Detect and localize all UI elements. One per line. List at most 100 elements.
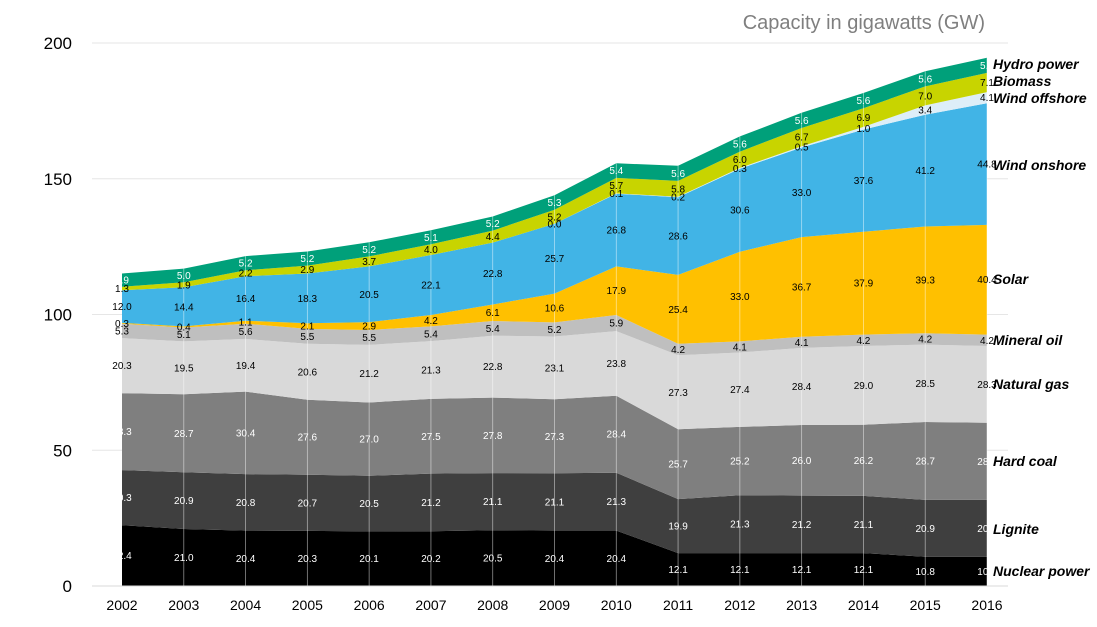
data-label: 5.9 <box>609 319 623 330</box>
data-label: 21.2 <box>359 369 379 380</box>
data-label: 4.2 <box>980 336 994 347</box>
data-label: 20.3 <box>298 554 318 565</box>
data-label: 3.7 <box>362 257 376 268</box>
data-label: 20.7 <box>298 498 318 509</box>
data-label: 33.0 <box>792 188 812 199</box>
data-label: 27.4 <box>730 385 750 396</box>
y-tick-label: 100 <box>44 306 72 325</box>
x-tick-label: 2011 <box>663 597 693 613</box>
x-tick-label: 2002 <box>106 597 137 613</box>
data-label: 5.2 <box>486 219 500 230</box>
area-wind-onshore <box>122 103 987 327</box>
data-label: 4.2 <box>671 345 685 356</box>
data-label: 16.4 <box>236 294 256 305</box>
data-label: 20.1 <box>359 554 379 565</box>
data-label: 21.0 <box>174 553 194 564</box>
data-label: 25.4 <box>668 305 688 316</box>
data-label: 28.4 <box>607 430 627 441</box>
data-label: 22.4 <box>112 551 132 562</box>
data-label: 37.9 <box>854 279 874 290</box>
x-tick-label: 2014 <box>848 597 879 613</box>
x-tick-label: 2007 <box>415 597 446 613</box>
data-label: 1.3 <box>115 284 129 295</box>
data-label: 5.6 <box>239 327 253 338</box>
y-tick-label: 200 <box>44 34 72 53</box>
x-tick-label: 2008 <box>477 597 508 613</box>
data-label: 0.2 <box>671 192 685 203</box>
data-label: 2.9 <box>362 322 376 333</box>
data-label: 20.6 <box>298 367 318 378</box>
data-label: 12.1 <box>854 565 874 576</box>
data-label: 22.8 <box>483 362 503 373</box>
data-label: 23.8 <box>607 359 627 370</box>
data-label: 20.4 <box>545 554 565 565</box>
data-label: 5.6 <box>671 169 685 180</box>
y-tick-label: 50 <box>53 441 72 460</box>
data-label: 0.5 <box>795 142 809 153</box>
data-label: 5.2 <box>300 254 314 265</box>
data-label: 37.6 <box>854 176 874 187</box>
data-label: 27.5 <box>421 432 441 443</box>
area-solar <box>122 224 987 344</box>
data-label: 30.4 <box>236 428 256 439</box>
data-label: 10.8 <box>977 567 997 578</box>
data-label: 1.1 <box>239 318 253 329</box>
data-label: 5.2 <box>362 245 376 256</box>
data-label: 17.9 <box>607 286 627 297</box>
data-label: 5.4 <box>486 324 500 335</box>
data-label: 20.4 <box>236 554 256 565</box>
data-label: 0.0 <box>548 219 562 230</box>
data-label: 0.3 <box>733 164 747 175</box>
data-label: 0.3 <box>115 319 129 330</box>
series-label-hydro-power: Hydro power <box>993 56 1080 72</box>
data-label: 21.3 <box>607 497 627 508</box>
data-label: 27.8 <box>483 431 503 442</box>
data-label: 20.3 <box>112 493 132 504</box>
data-label: 21.1 <box>483 497 503 508</box>
data-label: 20.5 <box>483 554 503 565</box>
series-label-wind-offshore: Wind offshore <box>993 90 1087 106</box>
data-label: 27.3 <box>668 388 688 399</box>
data-label: 4.2 <box>918 334 932 345</box>
data-label: 39.3 <box>915 275 935 286</box>
x-tick-label: 2009 <box>539 597 570 613</box>
data-label: 4.4 <box>486 232 500 243</box>
data-label: 0.1 <box>609 189 623 200</box>
data-label: 27.6 <box>298 433 318 444</box>
data-label: 36.7 <box>792 282 812 293</box>
data-label: 5.3 <box>548 198 562 209</box>
data-label: 5.1 <box>424 233 438 244</box>
data-label: 20.8 <box>236 498 256 509</box>
data-label: 18.3 <box>298 294 318 305</box>
data-label: 25.7 <box>668 460 688 471</box>
x-tick-label: 2013 <box>786 597 817 613</box>
x-tick-label: 2010 <box>601 597 632 613</box>
data-label: 22.8 <box>483 269 503 280</box>
data-label: 23.1 <box>545 363 565 374</box>
data-label: 19.4 <box>236 361 256 372</box>
x-tick-label: 2004 <box>230 597 261 613</box>
data-label: 26.2 <box>854 456 874 467</box>
data-label: 12.1 <box>668 565 688 576</box>
data-label: 19.9 <box>668 522 688 533</box>
data-label: 28.3 <box>977 380 997 391</box>
data-label: 5.6 <box>856 96 870 107</box>
data-label: 4.1 <box>733 342 747 353</box>
data-label: 26.0 <box>792 456 812 467</box>
data-label: 25.2 <box>730 457 750 468</box>
data-label: 20.5 <box>359 499 379 510</box>
series-label-mineral-oil: Mineral oil <box>993 332 1063 348</box>
series-label-nuclear-power: Nuclear power <box>993 563 1091 579</box>
data-label: 6.0 <box>733 155 747 166</box>
x-tick-label: 2016 <box>971 597 1002 613</box>
data-label: 2.2 <box>239 269 253 280</box>
data-label: 21.1 <box>854 520 874 531</box>
data-label: 5.3 <box>115 326 129 337</box>
data-label: 6.7 <box>795 133 809 144</box>
data-label: 5.5 <box>300 332 314 343</box>
data-label: 5.6 <box>733 139 747 150</box>
data-label: 0.4 <box>177 322 191 333</box>
x-tick-label: 2015 <box>910 597 941 613</box>
data-label: 2.9 <box>300 265 314 276</box>
